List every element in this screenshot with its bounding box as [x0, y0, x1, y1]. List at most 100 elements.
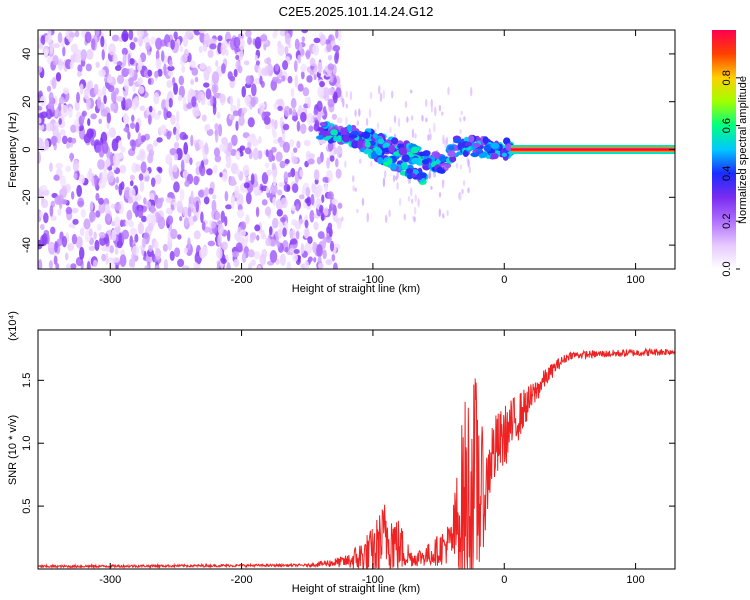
- spectrogram-noise-cell: [319, 80, 325, 88]
- spectrogram-noise-cell: [207, 240, 216, 247]
- spectrogram-noise-cell: [199, 31, 205, 44]
- spectrogram-noise-cell: [250, 173, 255, 186]
- spectrogram-noise-cell: [70, 124, 77, 133]
- spectrogram-noise-cell: [195, 200, 200, 213]
- spectrogram-noise-cell: [227, 142, 233, 153]
- spectrogram-noise-cell: [134, 95, 139, 108]
- spectrogram-noise-cell: [166, 130, 172, 140]
- spectrogram-noise-cell: [79, 83, 84, 95]
- spectrogram-noise-cell: [329, 240, 335, 252]
- spectrogram-noise-cell: [114, 65, 122, 71]
- spectrogram-noise-cell: [107, 85, 115, 93]
- spectrogram-noise-cell: [332, 204, 337, 216]
- spectrogram-noise-cell: [116, 61, 123, 67]
- spectrogram-noise-cell: [40, 111, 48, 119]
- spectrogram-noise-cell: [38, 151, 41, 164]
- spectrogram-noise-cell: [98, 118, 102, 125]
- y-tick-label: 20: [21, 96, 33, 108]
- spectrogram-noise-cell: [323, 94, 330, 101]
- spectrogram-noise-cell: [289, 238, 298, 245]
- spectrogram-noise-cell: [173, 142, 180, 149]
- spectrogram-noise-cell: [107, 170, 115, 183]
- spectrogram-noise-cell: [214, 154, 222, 163]
- spectrogram-noise-cell: [129, 67, 135, 78]
- spectrogram-noise-cell: [131, 252, 135, 264]
- spectrogram-noise-cell: [190, 134, 194, 147]
- spectrogram-noise-cell: [204, 186, 209, 197]
- spectrogram-noise-cell: [59, 129, 66, 136]
- spectrogram-noise-cell: [130, 122, 136, 130]
- spectrogram-noise-cell: [65, 263, 71, 269]
- spectrogram-noise-cell: [184, 180, 190, 188]
- spectrogram-noise-cell: [123, 127, 130, 133]
- spectrogram-noise-cell: [305, 186, 311, 197]
- spectrogram-noise-cell: [389, 126, 392, 133]
- spectrogram-noise-cell: [341, 216, 344, 222]
- spectrogram-noise-cell: [221, 241, 228, 251]
- spectrogram-noise-cell: [396, 181, 399, 190]
- spectrogram-noise-cell: [379, 92, 383, 103]
- spectrogram-noise-cell: [321, 237, 327, 250]
- spectrogram-noise-cell: [250, 259, 256, 267]
- spectrogram-noise-cell: [100, 109, 109, 117]
- spectrogram-noise-cell: [137, 221, 144, 235]
- spectrogram-noise-cell: [44, 34, 53, 44]
- spectrogram-noise-cell: [45, 108, 53, 120]
- spectrogram-noise-cell: [45, 122, 54, 132]
- spectrogram-noise-cell: [261, 199, 268, 206]
- spectrogram-noise-cell: [287, 75, 293, 84]
- spectrogram-noise-cell: [173, 31, 178, 40]
- spectrogram-noise-cell: [58, 118, 63, 125]
- spectrogram-noise-cell: [299, 218, 304, 224]
- spectrogram-noise-cell: [319, 34, 327, 46]
- spectrogram-noise-cell: [276, 240, 281, 248]
- spectrogram-noise-cell: [266, 63, 274, 77]
- spectrogram-noise-cell: [95, 61, 100, 68]
- spectrogram-noise-cell: [50, 135, 58, 145]
- spectrogram-noise-cell: [150, 177, 156, 187]
- spectrogram-noise-cell: [80, 208, 87, 218]
- spectrogram-noise-cell: [190, 190, 194, 204]
- spectrogram-noise-cell: [80, 49, 87, 62]
- spectrogram-noise-cell: [170, 114, 176, 125]
- spectrogram-noise-cell: [189, 90, 196, 97]
- spectrogram-noise-cell: [459, 116, 462, 123]
- spectrogram-noise-cell: [143, 197, 147, 205]
- spectrogram-noise-cell: [264, 65, 268, 77]
- spectrogram-noise-cell: [446, 209, 449, 217]
- spectrogram-noise-cell: [131, 139, 136, 152]
- spectrogram-noise-cell: [195, 142, 200, 152]
- spectrogram-noise-cell: [179, 188, 185, 202]
- spectrogram-noise-cell: [234, 185, 240, 199]
- spectrogram-noise-cell: [410, 186, 413, 197]
- spectrogram-noise-cell: [257, 189, 262, 196]
- spectrogram-noise-cell: [300, 111, 307, 123]
- snr-background: [38, 330, 675, 569]
- spectrogram-noise-cell: [124, 78, 130, 92]
- spectrogram-noise-cell: [137, 207, 144, 219]
- spectrogram-noise-cell: [342, 97, 345, 108]
- spectrogram-signal-cell: [453, 138, 462, 144]
- spectrogram-noise-cell: [261, 172, 269, 185]
- spectrogram-noise-cell: [207, 49, 214, 59]
- spectrogram-noise-cell: [95, 30, 100, 37]
- spectrogram-noise-cell: [248, 262, 253, 269]
- spectrogram-noise-cell: [134, 233, 139, 243]
- top-y-ticks: -40 -20 0 20 40: [21, 48, 675, 253]
- spectrogram-noise-cell: [67, 243, 75, 252]
- spectrogram-noise-cell: [193, 230, 201, 240]
- spectrogram-noise-cell: [96, 223, 102, 231]
- spectrogram-noise-cell: [266, 186, 270, 194]
- spectrogram-noise-cell: [291, 204, 296, 212]
- spectrogram-noise-cell: [421, 114, 424, 122]
- spectrogram-noise-cell: [245, 75, 252, 86]
- spectrogram-noise-cell: [232, 110, 239, 117]
- spectrogram-noise-cell: [205, 123, 211, 131]
- spectrogram-noise-cell: [74, 54, 82, 63]
- spectrogram-noise-cell: [237, 65, 243, 74]
- spectrogram-noise-cell: [54, 95, 58, 106]
- spectrogram-noise-cell: [203, 82, 210, 88]
- spectrogram-noise-cell: [105, 252, 109, 265]
- spectrogram-noise-cell: [182, 169, 189, 178]
- spectrogram-noise-cell: [266, 169, 273, 176]
